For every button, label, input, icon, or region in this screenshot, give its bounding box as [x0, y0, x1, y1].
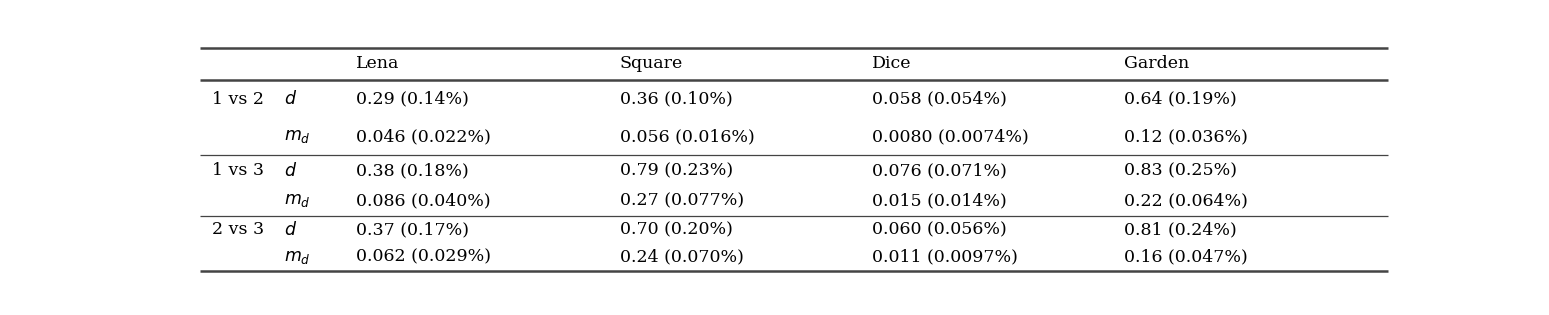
Text: 0.38 (0.18%): 0.38 (0.18%) — [356, 162, 468, 179]
Text: 0.046 (0.022%): 0.046 (0.022%) — [356, 128, 491, 145]
Text: 0.22 (0.064%): 0.22 (0.064%) — [1125, 192, 1248, 209]
Text: 0.24 (0.070%): 0.24 (0.070%) — [620, 249, 744, 266]
Text: 1 vs 3: 1 vs 3 — [212, 162, 263, 179]
Text: 0.64 (0.19%): 0.64 (0.19%) — [1125, 90, 1236, 107]
Text: Garden: Garden — [1125, 55, 1190, 72]
Text: 0.83 (0.25%): 0.83 (0.25%) — [1125, 162, 1238, 179]
Text: $d$: $d$ — [283, 162, 297, 180]
Text: 0.086 (0.040%): 0.086 (0.040%) — [356, 192, 491, 209]
Text: $m_d$: $m_d$ — [283, 128, 310, 145]
Text: 0.076 (0.071%): 0.076 (0.071%) — [872, 162, 1007, 179]
Text: Lena: Lena — [356, 55, 400, 72]
Text: 0.011 (0.0097%): 0.011 (0.0097%) — [872, 249, 1018, 266]
Text: 0.27 (0.077%): 0.27 (0.077%) — [620, 192, 744, 209]
Text: $d$: $d$ — [283, 221, 297, 239]
Text: 0.79 (0.23%): 0.79 (0.23%) — [620, 162, 733, 179]
Text: 0.36 (0.10%): 0.36 (0.10%) — [620, 90, 733, 107]
Text: 0.70 (0.20%): 0.70 (0.20%) — [620, 221, 733, 238]
Text: Square: Square — [620, 55, 683, 72]
Text: 0.060 (0.056%): 0.060 (0.056%) — [872, 221, 1007, 238]
Text: 0.12 (0.036%): 0.12 (0.036%) — [1125, 128, 1248, 145]
Text: Dice: Dice — [872, 55, 911, 72]
Text: $d$: $d$ — [283, 90, 297, 108]
Text: 0.29 (0.14%): 0.29 (0.14%) — [356, 90, 468, 107]
Text: 0.0080 (0.0074%): 0.0080 (0.0074%) — [872, 128, 1029, 145]
Text: $m_d$: $m_d$ — [283, 192, 310, 209]
Text: 0.058 (0.054%): 0.058 (0.054%) — [872, 90, 1007, 107]
Text: 0.81 (0.24%): 0.81 (0.24%) — [1125, 221, 1236, 238]
Text: 0.37 (0.17%): 0.37 (0.17%) — [356, 221, 469, 238]
Text: 1 vs 2: 1 vs 2 — [212, 90, 263, 107]
Text: 0.015 (0.014%): 0.015 (0.014%) — [872, 192, 1007, 209]
Text: $m_d$: $m_d$ — [283, 249, 310, 266]
Text: 0.062 (0.029%): 0.062 (0.029%) — [356, 249, 491, 266]
Text: 0.16 (0.047%): 0.16 (0.047%) — [1125, 249, 1248, 266]
Text: 2 vs 3: 2 vs 3 — [212, 221, 263, 238]
Text: 0.056 (0.016%): 0.056 (0.016%) — [620, 128, 754, 145]
